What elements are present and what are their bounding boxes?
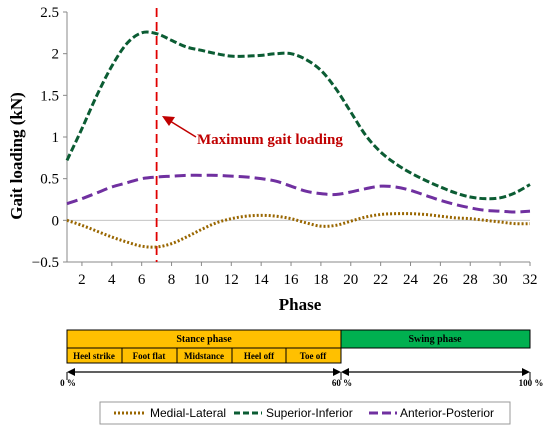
y-tick-label: −0.5	[32, 255, 59, 271]
sub-phase-heel-off: Heel off	[244, 351, 275, 361]
x-axis-title: Phase	[279, 295, 322, 314]
stance-label: Stance phase	[176, 334, 232, 345]
series-line-medial-lateral	[66, 212, 531, 249]
x-tick-label: 6	[138, 272, 146, 288]
annotation-text: Maximum gait loading	[197, 132, 343, 148]
sub-phase-toe-off: Toe off	[300, 351, 327, 361]
x-tick-label: 22	[373, 272, 388, 288]
x-tick-label: 18	[313, 272, 328, 288]
phase-bar: Stance phase Swing phase Heel strike Foo…	[66, 329, 531, 364]
sub-phase-foot-flat: Foot flat	[133, 351, 166, 361]
x-tick-label: 8	[168, 272, 176, 288]
y-tick-label: 2	[52, 47, 60, 63]
annotation-arrow	[162, 116, 197, 138]
x-tick-label: 16	[284, 272, 300, 288]
sub-phase-heel-strike: Heel strike	[73, 351, 115, 361]
series-line-anterior-posterior	[66, 173, 531, 214]
y-tick-label: 0	[52, 213, 60, 229]
series-layer	[65, 30, 531, 249]
pct-mid: 60 %	[332, 378, 352, 388]
legend-label-medial-lateral: Medial-Lateral	[150, 406, 226, 420]
series-line-superior-inferior	[65, 30, 531, 201]
y-tick-label: 2.5	[40, 5, 59, 21]
x-tick-label: 12	[224, 272, 239, 288]
ticks: −0.500.511.522.52 4 6 8 10 12 14 16 18 20 22 24 26 28…	[32, 5, 538, 288]
x-tick-label: 10	[194, 272, 209, 288]
swing-label: Swing phase	[408, 334, 462, 345]
percentage-scale: 0 % 60 % 100 %	[60, 368, 543, 388]
legend-label-anterior-posterior: Anterior-Posterior	[400, 406, 494, 420]
x-tick-label: 2	[78, 272, 86, 288]
legend: Medial-Lateral Superior-Inferior Anterio…	[99, 401, 511, 425]
y-tick-label: 0.5	[40, 172, 59, 188]
x-tick-label: 26	[433, 272, 449, 288]
legend-label-superior-inferior: Superior-Inferior	[266, 406, 353, 420]
x-tick-label: 30	[493, 272, 508, 288]
sub-phase-midstance: Midstance	[184, 351, 224, 361]
x-tick-label: 28	[463, 272, 478, 288]
pct-end: 100 %	[519, 378, 544, 388]
x-tick-label: 14	[254, 272, 270, 288]
swing-bar	[340, 329, 531, 349]
pct-start: 0 %	[60, 378, 76, 388]
y-axis-title: Gait loading (kN)	[7, 92, 26, 220]
x-tick-label: 24	[403, 272, 419, 288]
x-tick-label: 32	[523, 272, 538, 288]
y-tick-label: 1	[52, 130, 60, 146]
x-tick-label: 20	[343, 272, 358, 288]
x-tick-label: 4	[108, 272, 116, 288]
y-tick-label: 1.5	[40, 88, 59, 104]
